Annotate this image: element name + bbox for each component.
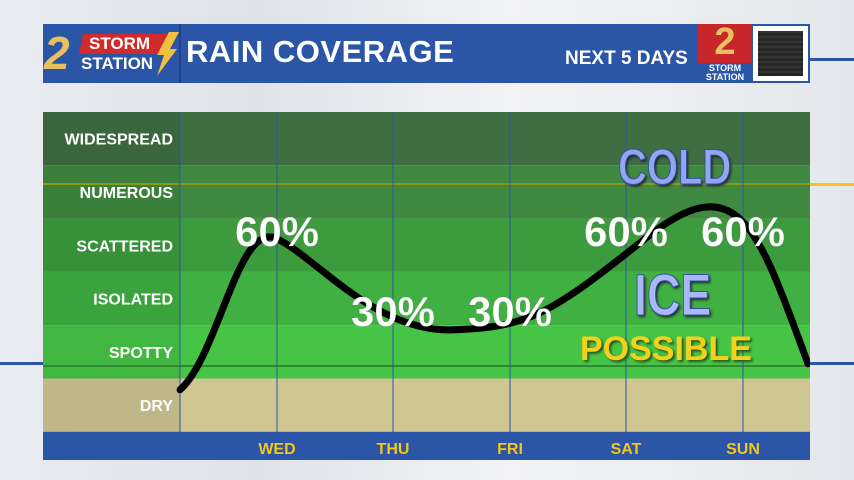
rain-coverage-chart: DRY SPOTTY ISOLATED SCATTERED NUMEROUS WIDESP… bbox=[43, 112, 812, 460]
data-label: 30% bbox=[468, 288, 552, 335]
station-badge: 2 STORM STATION bbox=[698, 21, 752, 83]
level-label-widespread: WIDESPREAD bbox=[65, 132, 173, 149]
coverage-line bbox=[176, 203, 812, 394]
level-band bbox=[43, 218, 810, 272]
day-axis bbox=[43, 431, 810, 460]
level-label-cell bbox=[43, 271, 180, 326]
background-line bbox=[810, 362, 854, 365]
ice-label: ICE bbox=[634, 263, 712, 329]
logo-text-bottom: STATION bbox=[81, 54, 154, 73]
level-label-cell bbox=[43, 378, 180, 432]
data-label: 30% bbox=[351, 288, 435, 335]
possible-label: POSSIBLE bbox=[580, 330, 752, 368]
logo-text-top: STORM bbox=[89, 34, 151, 53]
data-label: 60% bbox=[701, 208, 785, 255]
data-label: 60% bbox=[584, 208, 668, 255]
background-line bbox=[810, 58, 854, 61]
day-label-thu: THU bbox=[377, 441, 410, 458]
level-band bbox=[43, 112, 810, 166]
cold-label: COLD bbox=[618, 139, 732, 196]
level-label-cell bbox=[43, 165, 180, 219]
level-band bbox=[43, 165, 810, 219]
day-label-sat: SAT bbox=[611, 441, 642, 458]
logo-number: 2 bbox=[44, 27, 70, 79]
level-band bbox=[43, 378, 810, 432]
storm-station-logo: 2 STORM STATION bbox=[43, 24, 181, 83]
level-label-spotty: SPOTTY bbox=[109, 345, 173, 362]
level-label-scattered: SCATTERED bbox=[76, 238, 173, 255]
level-band bbox=[43, 271, 810, 326]
background-line bbox=[0, 362, 44, 365]
badge-number: 2 bbox=[714, 21, 736, 63]
level-label-cell bbox=[43, 112, 180, 166]
day-label-sun: SUN bbox=[726, 441, 760, 458]
qr-code[interactable] bbox=[753, 26, 808, 81]
badge-text: STORM STATION bbox=[698, 63, 752, 83]
level-label-cell bbox=[43, 325, 180, 379]
lightning-bolt-icon bbox=[157, 32, 179, 76]
data-label: 60% bbox=[235, 208, 319, 255]
level-label-dry: DRY bbox=[140, 398, 174, 415]
page-title: RAIN COVERAGE bbox=[186, 34, 455, 69]
level-band bbox=[43, 325, 810, 379]
chart-svg: DRY SPOTTY ISOLATED SCATTERED NUMEROUS WIDESP… bbox=[43, 112, 812, 460]
level-label-cell bbox=[43, 218, 180, 272]
day-label-wed: WED bbox=[258, 441, 295, 458]
header-bar: 2 STORM STATION RAIN COVERAGE NEXT 5 DAY… bbox=[43, 21, 810, 83]
qr-code-pattern bbox=[758, 31, 803, 76]
level-label-isolated: ISOLATED bbox=[93, 292, 173, 309]
forecast-period: NEXT 5 DAYS bbox=[565, 48, 688, 69]
level-label-numerous: NUMEROUS bbox=[80, 185, 174, 202]
background-line bbox=[810, 183, 854, 186]
day-label-fri: FRI bbox=[497, 441, 523, 458]
